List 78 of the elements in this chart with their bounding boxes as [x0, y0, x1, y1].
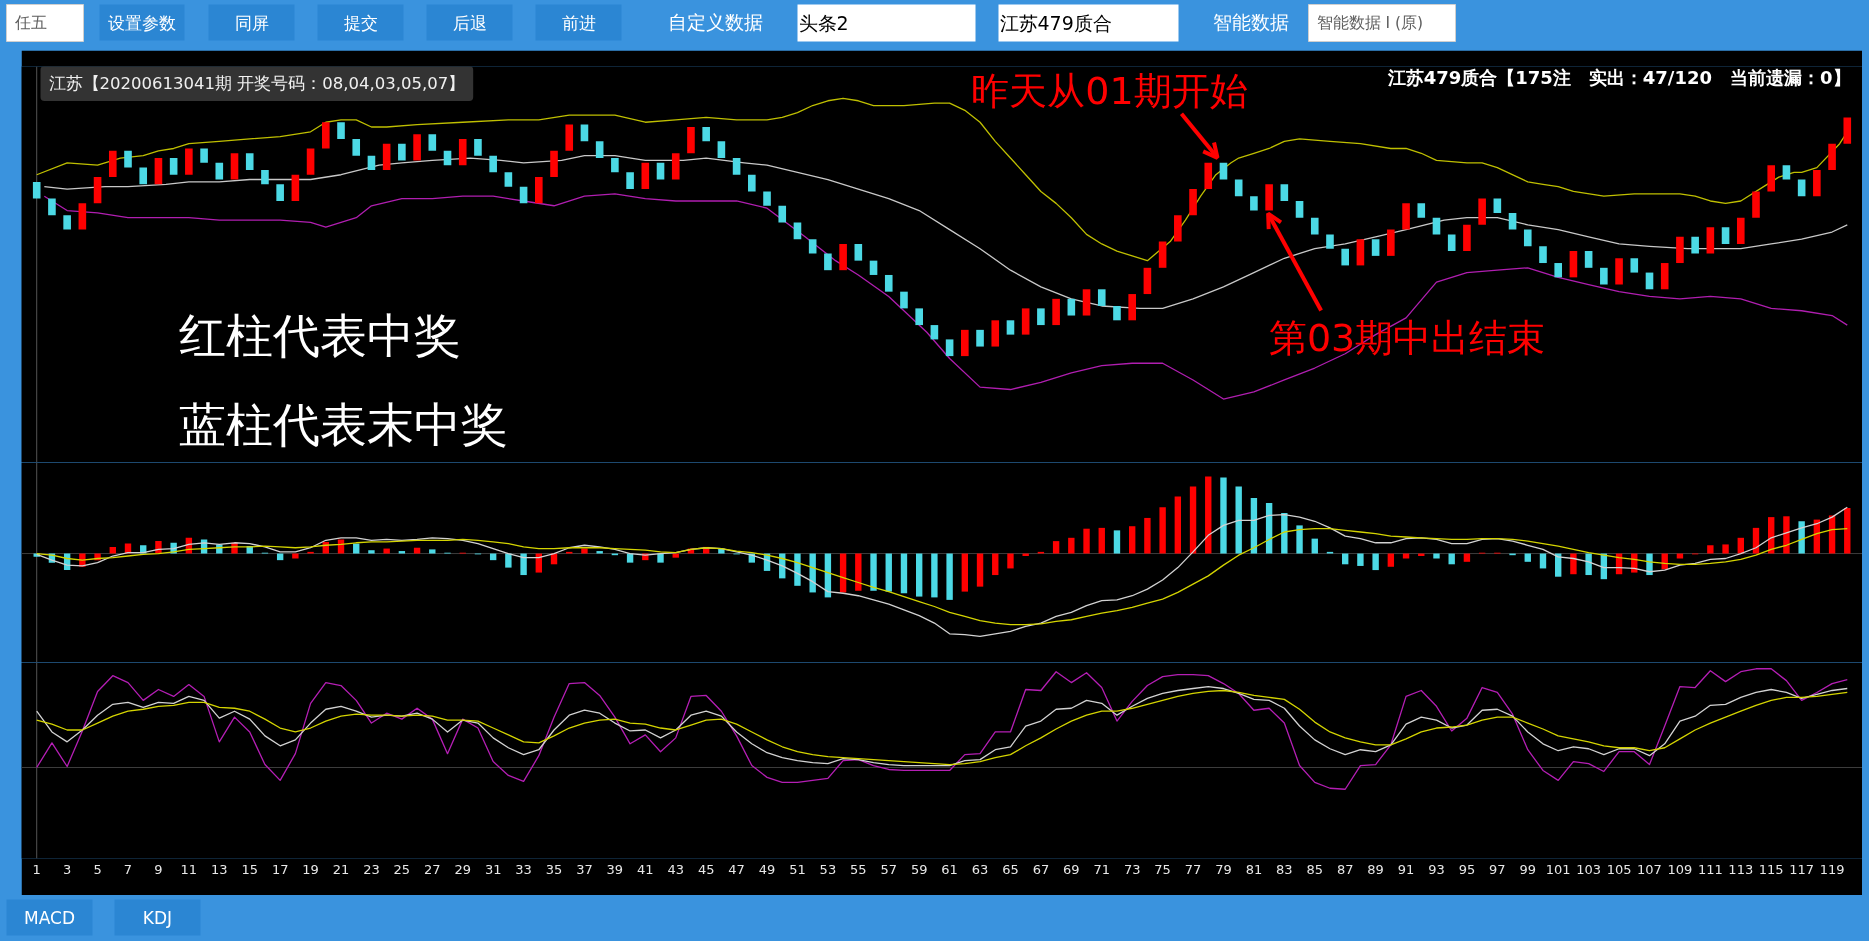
x-tick-label: 101	[1545, 861, 1571, 877]
x-tick-label: 109	[1667, 861, 1693, 877]
x-tick-label: 61	[941, 861, 958, 877]
x-tick-label: 111	[1697, 861, 1723, 877]
x-tick-label: 91	[1397, 861, 1415, 877]
x-tick-label: 5	[93, 861, 102, 877]
x-tick-label: 21	[332, 861, 350, 877]
x-tick-label: 9	[154, 861, 163, 877]
x-tick-label: 75	[1154, 861, 1171, 877]
x-tick-label: 47	[728, 861, 745, 877]
text: 前进	[561, 12, 596, 33]
x-tick-label: 95	[1458, 861, 1476, 877]
x-tick-label: 119	[1819, 861, 1845, 877]
x-tick-label: 33	[515, 861, 532, 877]
text: 蓝柱代表末中奖	[178, 397, 508, 452]
x-tick-label: 25	[393, 861, 411, 877]
x-tick-label: 35	[545, 861, 563, 877]
text: 头条2	[798, 12, 849, 34]
text: 智能数据	[1212, 10, 1289, 33]
chart-title: 江苏【20200613041期 开奖号码：08,04,03,05,07】	[48, 74, 466, 93]
x-tick-label: 19	[302, 861, 319, 877]
x-tick-label: 113	[1728, 861, 1754, 877]
x-tick-label: 81	[1245, 861, 1263, 877]
x-tick-label: 7	[123, 861, 133, 877]
x-tick-label: 53	[819, 861, 837, 877]
x-tick-label: 51	[789, 861, 806, 877]
text: 同屏	[234, 12, 269, 33]
x-tick-label: 45	[697, 861, 715, 877]
x-tick-label: 107	[1637, 861, 1662, 877]
x-tick-label: 37	[576, 861, 593, 877]
x-tick-label: 63	[971, 861, 989, 877]
x-tick-label: 23	[363, 861, 380, 877]
annotation: 昨天从01期开始	[971, 68, 1248, 113]
x-tick-label: 17	[271, 861, 289, 877]
x-tick-label: 99	[1519, 861, 1537, 877]
x-tick-label: 41	[637, 861, 654, 877]
x-tick-label: 115	[1758, 861, 1784, 877]
text: 自定义数据	[667, 10, 763, 33]
chart-subtitle: 江苏479质合【175注 实出：47/120 当前遗漏：0】	[1386, 67, 1851, 88]
x-tick-label: 79	[1215, 861, 1232, 877]
text: KDJ	[142, 907, 173, 928]
x-tick-label: 15	[241, 861, 258, 877]
x-tick-label: 69	[1063, 861, 1080, 877]
x-tick-label: 29	[454, 861, 472, 877]
x-tick-label: 55	[850, 861, 867, 877]
x-tick-label: 49	[758, 861, 776, 877]
x-tick-label: 3	[63, 861, 72, 877]
x-tick-label: 85	[1306, 861, 1324, 877]
x-tick-label: 43	[667, 861, 685, 877]
x-tick-label: 39	[606, 861, 624, 877]
x-tick-label: 89	[1367, 861, 1384, 877]
text: 提交	[343, 12, 378, 33]
x-tick-label: 71	[1093, 861, 1111, 877]
x-tick-label: 87	[1336, 861, 1354, 877]
x-tick-label: 117	[1789, 861, 1815, 877]
x-tick-label: 67	[1032, 861, 1050, 877]
text: 后退	[452, 12, 487, 33]
x-tick-label: 11	[180, 861, 198, 877]
text: MACD	[24, 907, 75, 928]
x-tick-label: 65	[1002, 861, 1019, 877]
text: 智能数据 I (原)	[1316, 14, 1424, 32]
x-tick-label: 57	[880, 861, 898, 877]
text: 设置参数	[108, 12, 176, 33]
x-tick-label: 27	[424, 861, 441, 877]
x-tick-label: 97	[1489, 861, 1506, 877]
x-tick-label: 77	[1184, 861, 1202, 877]
x-tick-label: 93	[1428, 861, 1445, 877]
x-tick-label: 13	[211, 861, 228, 877]
x-tick-label: 105	[1606, 861, 1632, 877]
x-tick-label: 1	[32, 861, 41, 877]
x-tick-label: 83	[1276, 861, 1293, 877]
x-tick-label: 59	[910, 861, 928, 877]
x-tick-label: 103	[1576, 861, 1602, 877]
x-tick-label: 73	[1123, 861, 1141, 877]
text: 任五	[13, 14, 47, 32]
text: 江苏479质合	[999, 12, 1112, 34]
annotation: 红柱代表中奖	[178, 308, 461, 363]
x-tick-label: 31	[484, 861, 502, 877]
